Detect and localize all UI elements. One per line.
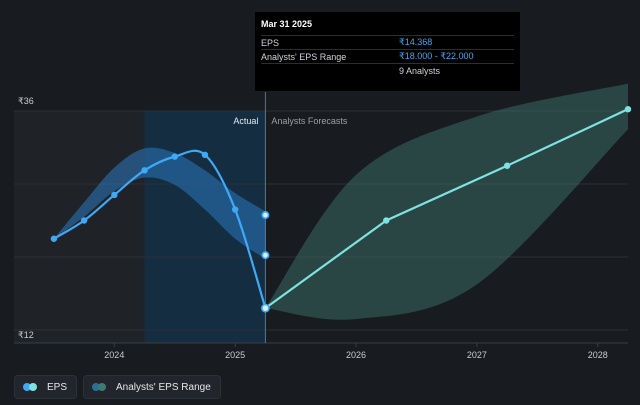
eps-actual-point bbox=[141, 167, 148, 174]
legend-item-eps-range[interactable]: Analysts' EPS Range bbox=[83, 375, 221, 399]
eps-forecast-point bbox=[503, 162, 511, 169]
tooltip-eps-value: ₹14.368 bbox=[399, 37, 433, 47]
data-markers bbox=[50, 105, 632, 313]
x-tick-label: 2024 bbox=[104, 350, 124, 360]
eps-range-swatch-icon bbox=[92, 383, 109, 391]
tooltip-range-value: ₹18.000 - ₹22.000 bbox=[399, 51, 474, 61]
eps-range-marker bbox=[261, 251, 270, 260]
tooltip-eps-label: EPS bbox=[261, 37, 280, 48]
x-axis-ticks: 2024 2025 2026 2027 2028 bbox=[104, 343, 608, 360]
actual-eps-range-band bbox=[53, 147, 266, 259]
eps-actual-point bbox=[111, 191, 118, 199]
tooltip-row-eps: EPS ₹14.368 bbox=[261, 35, 514, 49]
eps-actual-point bbox=[50, 235, 58, 242]
eps-forecast-point bbox=[624, 105, 632, 113]
eps-range-marker bbox=[261, 211, 270, 220]
tooltip: Mar 31 2025 EPS ₹14.368 Analysts' EPS Ra… bbox=[255, 12, 520, 91]
eps-forecast-point bbox=[383, 217, 390, 224]
tooltip-row-range: Analysts' EPS Range ₹18.000 - ₹22.000 bbox=[261, 49, 514, 63]
legend: EPS Analysts' EPS Range bbox=[14, 375, 221, 399]
eps-forecast-line bbox=[264, 108, 629, 309]
legend-label-eps: EPS bbox=[47, 381, 68, 393]
tooltip-range-label: Analysts' EPS Range bbox=[261, 51, 347, 62]
x-tick-label: 2027 bbox=[467, 350, 487, 360]
tooltip-row-analysts: 9 Analysts bbox=[261, 63, 514, 77]
x-tick-label: 2026 bbox=[346, 350, 366, 360]
legend-label-eps-range: Analysts' EPS Range bbox=[116, 381, 211, 393]
y-tick-label: ₹36 bbox=[18, 96, 34, 106]
y-tick-label: ₹12 bbox=[18, 330, 34, 340]
eps-swatch-icon bbox=[23, 383, 40, 391]
eps-actual-point bbox=[171, 153, 178, 160]
tooltip-analysts-value: 9 Analysts bbox=[399, 65, 441, 76]
legend-item-eps[interactable]: EPS bbox=[14, 375, 78, 399]
eps-actual-point bbox=[261, 303, 270, 313]
y-axis-ticks: ₹36 ₹12 bbox=[18, 96, 34, 340]
eps-actual-point bbox=[80, 217, 88, 224]
region-label-actual: Actual bbox=[233, 116, 258, 126]
eps-actual-point bbox=[201, 151, 209, 158]
forecast-eps-range-band bbox=[265, 83, 628, 320]
tooltip-date: Mar 31 2025 bbox=[261, 19, 313, 29]
region-label-forecast: Analysts Forecasts bbox=[271, 116, 348, 126]
x-tick-label: 2025 bbox=[225, 350, 245, 360]
eps-actual-point bbox=[231, 206, 239, 213]
x-tick-label: 2028 bbox=[588, 350, 608, 360]
